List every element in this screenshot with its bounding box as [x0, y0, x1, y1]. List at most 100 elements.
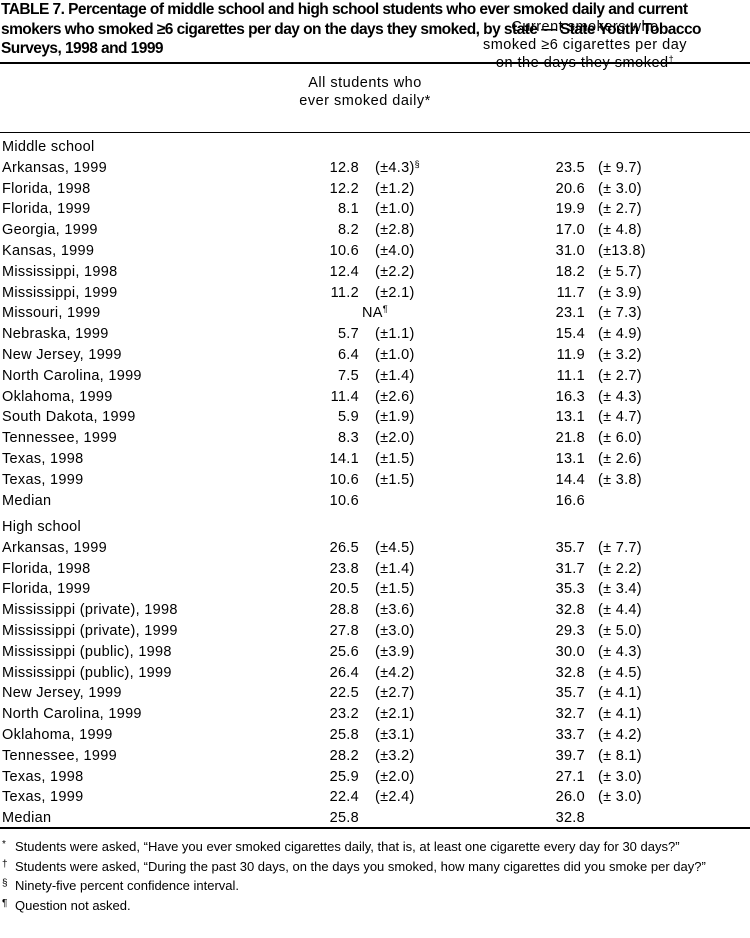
column-header: Current smokers who smoked ≥6 cigarettes … [455, 18, 715, 72]
row-label: New Jersey, 1999 [2, 685, 122, 702]
value: 23.1 [555, 305, 585, 322]
value: 10.6 [329, 492, 359, 509]
footnote-text: Students were asked, “Have you ever smok… [15, 839, 680, 854]
ci-text: (±2.0) [375, 430, 415, 447]
row-label: New Jersey, 1999 [2, 347, 122, 363]
ci: (±3.0) [375, 621, 415, 641]
ci-text: (±3.6) [375, 602, 415, 619]
ci: (± 2.2) [598, 560, 642, 577]
footnote-mark: ¶ [382, 304, 388, 315]
ci: (± 2.7) [598, 367, 642, 384]
header-rule [0, 132, 750, 133]
value: 10.6 [329, 471, 359, 488]
row-label: Mississippi (public), 1999 [2, 664, 172, 681]
ci-text: (±2.1) [375, 706, 415, 723]
value: 11.9 [556, 347, 585, 363]
ci: (±3.1) [375, 725, 415, 745]
ci: (± 6.0) [598, 430, 642, 447]
value: 30.0 [555, 643, 585, 660]
ci: (±1.0) [375, 345, 415, 365]
header-line: ever smoked daily* [250, 92, 480, 110]
value: 32.7 [555, 706, 585, 723]
ci-text: (±2.1) [375, 284, 415, 301]
ci: (± 8.1) [598, 747, 642, 764]
value: 25.8 [329, 726, 359, 743]
ci: (± 7.3) [598, 305, 642, 322]
value: 32.8 [555, 602, 585, 619]
ci-text: (±3.9) [375, 643, 415, 660]
header-line: All students who [250, 74, 480, 92]
ci: (± 3.0) [598, 768, 642, 785]
value: 27.1 [555, 768, 585, 785]
header-text: ever smoked daily* [299, 93, 431, 109]
row-label: Mississippi (private), 1999 [2, 622, 178, 639]
value: 35.3 [555, 581, 585, 598]
ci-text: (±3.0) [375, 622, 415, 639]
na-text: NA [362, 305, 383, 322]
value: 25.6 [329, 643, 359, 660]
ci: (±2.2) [375, 262, 415, 282]
footnote: ¶ Question not asked. [2, 898, 748, 914]
row-label: Texas, 1998 [2, 768, 84, 785]
row-label: Mississippi (public), 1998 [2, 643, 172, 660]
value: 11.2 [330, 284, 359, 301]
value: 23.8 [329, 560, 359, 577]
value: 26.0 [555, 789, 585, 806]
ci: (± 3.0) [598, 180, 642, 197]
value: 14.1 [329, 451, 359, 467]
value: 11.7 [556, 284, 585, 301]
ci: (±13.8) [598, 243, 646, 259]
ci-text: (±1.4) [375, 367, 415, 384]
ci-text: (±4.0) [375, 243, 415, 259]
row-label: Florida, 1999 [2, 581, 91, 598]
ci-text: (±1.1) [375, 326, 415, 343]
ci-text: (±4.3) [375, 159, 415, 176]
value: 20.6 [555, 180, 585, 197]
value: 31.7 [555, 560, 585, 577]
row-label: Arkansas, 1999 [2, 159, 107, 176]
ci: (±3.2) [375, 746, 415, 766]
row-label: Median [2, 810, 52, 827]
footnote-mark: † [668, 54, 675, 64]
ci: (±1.5) [375, 579, 415, 599]
footnote-text: Question not asked. [15, 897, 131, 913]
row-label: Florida, 1998 [2, 180, 91, 197]
value: 16.3 [555, 388, 585, 405]
ci-text: (±1.9) [375, 409, 415, 426]
value: 13.1 [555, 409, 585, 426]
value: 18.2 [555, 263, 585, 280]
value: 10.6 [329, 243, 359, 259]
value: 32.8 [555, 810, 585, 827]
value: 25.8 [329, 810, 359, 827]
value: 19.9 [555, 201, 585, 218]
row-label: Median [2, 492, 52, 509]
ci: (± 4.1) [598, 706, 642, 723]
bottom-rule [0, 827, 750, 829]
footnote-text: Ninety-five percent confidence interval. [15, 878, 240, 893]
header-line: smoked ≥6 cigarettes per day [455, 36, 715, 54]
row-label: Kansas, 1999 [2, 243, 95, 259]
ci: (±2.7) [375, 683, 415, 703]
ci: (±2.6) [375, 387, 415, 407]
section-title: High school [2, 518, 82, 535]
ci: (±1.5) [375, 470, 415, 490]
ci: (± 3.2) [598, 347, 642, 363]
row-label: Mississippi (private), 1998 [2, 602, 178, 619]
row-label: Missouri, 1999 [2, 305, 101, 322]
row-label: Georgia, 1999 [2, 222, 98, 239]
header-text: smoked ≥6 cigarettes per day [482, 37, 688, 53]
ci: (±2.0) [375, 767, 415, 787]
value: 7.5 [337, 367, 359, 384]
ci-text: (±2.4) [375, 789, 415, 806]
ci: (±4.3)§ [375, 158, 420, 178]
ci-text: (±2.2) [375, 263, 415, 280]
row-label: Tennessee, 1999 [2, 430, 117, 447]
section-title: Middle school [2, 139, 95, 155]
ci: (± 3.0) [598, 789, 642, 806]
value: 22.5 [329, 685, 359, 702]
ci: (± 7.7) [598, 539, 642, 556]
footnote-mark: § [2, 878, 8, 889]
value: 20.5 [329, 581, 359, 598]
value: 15.4 [555, 326, 585, 343]
